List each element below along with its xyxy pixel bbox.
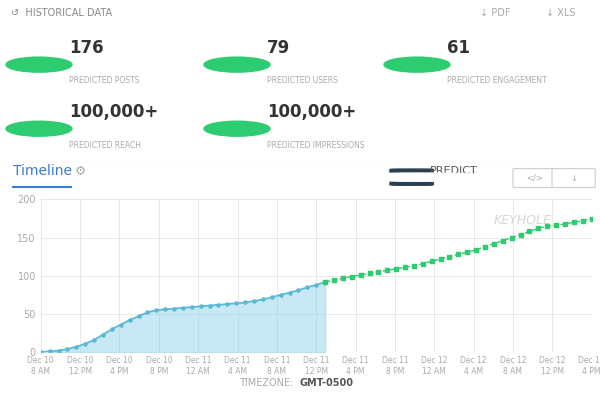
Point <box>560 221 570 227</box>
Text: 100,000+: 100,000+ <box>267 103 356 121</box>
Point <box>276 291 286 298</box>
Point <box>62 346 72 352</box>
Point <box>347 273 356 280</box>
FancyBboxPatch shape <box>552 168 595 188</box>
Point <box>524 228 534 235</box>
Text: Timeline: Timeline <box>13 164 72 178</box>
Point <box>98 331 108 338</box>
FancyBboxPatch shape <box>513 168 556 188</box>
Text: ↓: ↓ <box>570 173 577 183</box>
Text: PREDICTED ENGAGEMENT: PREDICTED ENGAGEMENT <box>447 77 547 85</box>
Point <box>223 301 232 307</box>
Point <box>569 219 578 225</box>
FancyBboxPatch shape <box>390 169 433 185</box>
Point <box>587 215 596 222</box>
Point <box>232 300 241 306</box>
Point <box>374 269 383 275</box>
Text: PREDICTED IMPRESSIONS: PREDICTED IMPRESSIONS <box>267 140 365 150</box>
Point <box>436 256 445 262</box>
Point <box>196 303 206 309</box>
Point <box>445 254 454 260</box>
Text: PREDICTED POSTS: PREDICTED POSTS <box>69 77 139 85</box>
Point <box>498 237 508 244</box>
Point <box>134 313 143 319</box>
Point <box>400 264 410 271</box>
Point <box>302 284 312 291</box>
Text: 7 days: 7 days <box>449 199 486 210</box>
Circle shape <box>6 121 72 136</box>
Point <box>320 278 330 285</box>
Point <box>116 322 125 328</box>
Circle shape <box>337 173 499 181</box>
Point <box>427 258 436 265</box>
Text: TIMEZONE:: TIMEZONE: <box>239 378 300 388</box>
Text: 61: 61 <box>447 39 470 57</box>
Circle shape <box>6 57 72 72</box>
Text: </>: </> <box>526 173 543 183</box>
Point <box>205 302 214 309</box>
Circle shape <box>384 57 450 72</box>
Point <box>80 340 90 347</box>
Circle shape <box>204 57 270 72</box>
Point <box>329 277 339 284</box>
Point <box>258 296 268 303</box>
Point <box>178 304 188 311</box>
Point <box>54 347 64 354</box>
Text: 30 days: 30 days <box>524 199 568 210</box>
Point <box>293 287 303 293</box>
Text: PREDICTED REACH: PREDICTED REACH <box>69 140 141 150</box>
Point <box>241 299 250 306</box>
Point <box>160 306 170 313</box>
Point <box>542 223 552 230</box>
Point <box>45 348 55 354</box>
Point <box>249 298 259 304</box>
Point <box>187 304 197 310</box>
Point <box>338 275 347 281</box>
Point <box>382 267 392 274</box>
Text: ↺  HISTORICAL DATA: ↺ HISTORICAL DATA <box>11 8 112 18</box>
Text: 100,000+: 100,000+ <box>69 103 158 121</box>
Point <box>267 294 277 300</box>
Point <box>285 289 295 296</box>
Text: 176: 176 <box>69 39 104 57</box>
Point <box>143 309 152 316</box>
Point <box>533 225 543 232</box>
Point <box>356 272 365 278</box>
Text: PREDICTED USERS: PREDICTED USERS <box>267 77 338 85</box>
Point <box>551 222 561 229</box>
Point <box>409 263 419 269</box>
Circle shape <box>204 121 270 136</box>
Point <box>36 349 46 355</box>
Point <box>454 251 463 258</box>
Text: 24 hrs: 24 hrs <box>365 199 400 210</box>
Point <box>365 270 374 277</box>
Point <box>463 249 472 255</box>
Text: ⚙: ⚙ <box>75 165 86 178</box>
Text: ↓ XLS: ↓ XLS <box>546 8 575 18</box>
Text: KEYHOLE: KEYHOLE <box>494 214 551 227</box>
Point <box>489 241 499 247</box>
Point <box>320 278 330 285</box>
Point <box>391 266 401 272</box>
Point <box>472 247 481 253</box>
Text: ↓ PDF: ↓ PDF <box>480 8 511 18</box>
Point <box>125 317 134 323</box>
Point <box>71 344 81 350</box>
Point <box>507 234 517 241</box>
Point <box>214 302 223 308</box>
Point <box>169 305 179 312</box>
Point <box>89 337 99 343</box>
Point <box>480 243 490 250</box>
Text: 79: 79 <box>267 39 290 57</box>
Point <box>311 282 321 288</box>
Point <box>516 231 526 238</box>
Point <box>578 217 587 224</box>
Point <box>107 326 116 333</box>
Text: PREDICT: PREDICT <box>430 166 478 176</box>
Point <box>418 260 428 267</box>
Text: GMT-0500: GMT-0500 <box>300 378 354 388</box>
Point <box>151 307 161 313</box>
